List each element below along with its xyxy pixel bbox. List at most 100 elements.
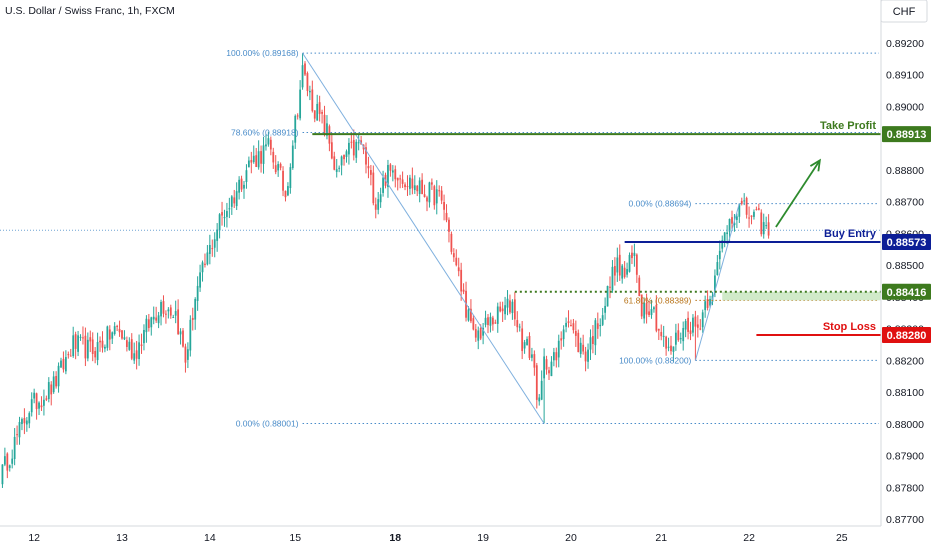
candle-body [343,154,345,160]
candle-body [301,65,304,88]
candle-body [660,331,663,337]
candle-body [567,321,570,323]
candle-body [428,182,431,203]
candle-body [3,456,6,465]
candle-body [692,317,694,333]
candle-body [540,380,543,400]
candle-body [140,344,143,346]
candle-body [167,309,170,312]
price-tick-label: 0.88100 [886,387,924,399]
candle-body [689,330,692,334]
candle-body [8,465,11,468]
candle-body [233,197,236,204]
candle-body [82,337,84,339]
candle-body [472,318,475,330]
candle-body [23,418,26,424]
candle-body [584,351,587,362]
candle-body [501,308,504,312]
candle-body [738,203,741,217]
price-badge [882,326,931,343]
candle-body [640,294,643,317]
time-tick-label: 21 [655,532,667,544]
candle-body [709,298,711,306]
candle-body [96,342,99,361]
candle-body [260,151,262,164]
candle-body [662,335,665,337]
candle-body [535,365,538,400]
candle-body [262,145,265,164]
candle-body [574,331,577,336]
price-badge-text: 0.88280 [887,330,927,342]
candle-body [570,325,572,327]
candle-body [523,342,526,349]
candle-body [409,177,411,189]
candle-body [1,464,4,485]
currency-box[interactable]: CHF [880,0,928,23]
candle-body [470,308,472,322]
candle-body [616,257,619,273]
candle-body [728,219,731,232]
candle-body [555,352,558,361]
candle-body [16,434,18,436]
candle-body [55,376,58,387]
candle-body [748,217,750,219]
price-tick-label: 0.88500 [886,260,924,272]
candle-body [438,190,441,192]
candle-body [77,335,79,352]
candle-body [435,189,438,204]
candle-body [133,353,136,361]
time-tick-label: 25 [836,532,848,544]
candle-body [487,317,489,326]
candle-body [235,191,238,207]
candle-body [670,345,672,352]
candle-body [238,179,241,193]
candle-body [52,376,55,393]
candle-body [404,184,406,188]
candle-body [623,267,626,278]
candle-body [272,151,275,163]
candle-body [201,262,204,273]
candle-body [279,163,282,168]
price-tick-label: 0.88800 [886,165,924,177]
candle-body [406,186,409,188]
candle-body [335,169,338,172]
candle-body [177,309,180,335]
candle-body [560,338,563,341]
candle-body [645,303,648,315]
candle-body [592,336,594,344]
candle-body [340,156,343,166]
candle-body [511,301,514,313]
candle-body [72,335,75,356]
trade-level-label: Stop Loss [823,321,876,333]
trade-level-label: Take Profit [820,120,876,132]
candle-body [255,155,258,167]
candle-body [762,222,765,235]
candle-body [723,232,726,242]
candle-body [191,317,194,320]
candle-body [631,252,633,259]
candle-body [230,196,233,207]
candle-body [509,300,511,313]
time-axis[interactable]: 12 13 14 15 18 19 20 21 22 25 [28,532,847,544]
candle-body [755,209,758,211]
candle-body [687,317,689,332]
candle-body [245,170,248,182]
candle-body [67,354,70,356]
price-tick-label: 0.88700 [886,197,924,209]
price-tick-label: 0.88000 [886,419,924,431]
candle-body [430,182,433,185]
candle-body [609,286,611,288]
candle-body [165,313,167,315]
candle-body [706,299,709,308]
candle-body [313,110,316,119]
price-tick-label: 0.87700 [886,514,924,526]
candle-body [582,344,585,352]
fib-trend-line [694,203,740,361]
candle-body [506,298,509,308]
candle-body [721,240,724,249]
candle-body [265,144,267,147]
candle-body [182,330,184,347]
candle-body [701,312,704,328]
candle-body [306,73,309,91]
